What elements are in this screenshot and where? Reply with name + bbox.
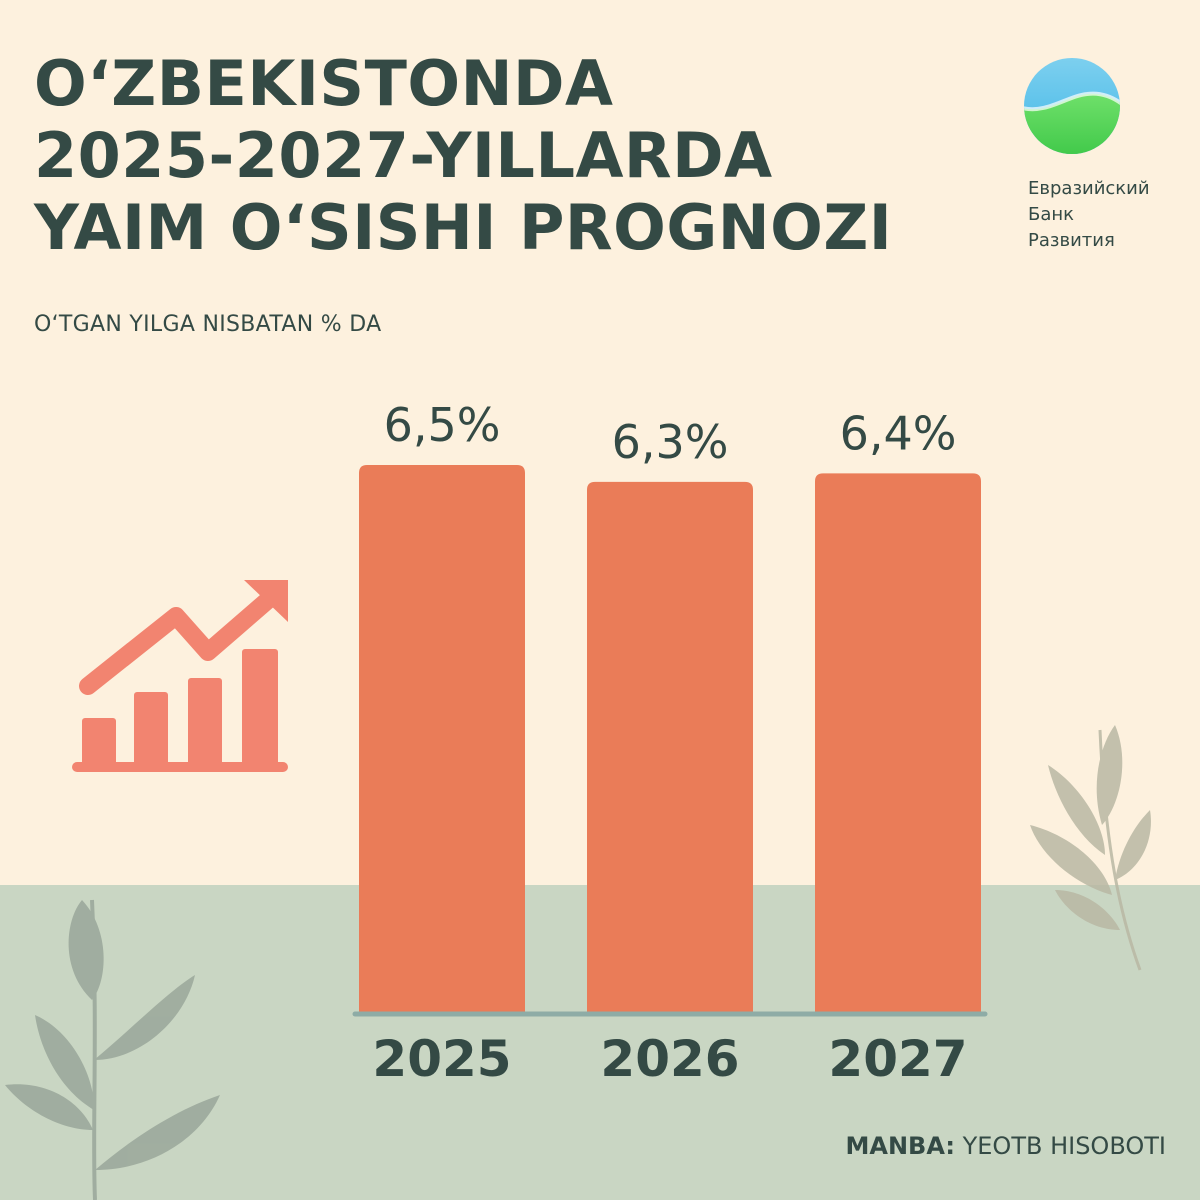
source-note: MANBA: YEOTB HISOBOTI xyxy=(846,1132,1166,1160)
data-label: 6,3% xyxy=(612,415,729,469)
logo-mark-icon xyxy=(1024,58,1120,154)
data-label: 6,4% xyxy=(840,406,957,460)
title-line: YAIM O‘SISHI PROGNOZI xyxy=(34,191,893,264)
bar xyxy=(815,473,981,1012)
x-tick-label: 2025 xyxy=(372,1030,511,1088)
logo-text: Евразийский Банк Развития xyxy=(1028,176,1150,254)
source-value: YEOTB HISOBOTI xyxy=(954,1132,1166,1160)
leaf-branch-icon xyxy=(5,899,220,1200)
source-label: MANBA: xyxy=(845,1132,955,1160)
title-line: 2025-2027-YILLARDA xyxy=(34,119,773,192)
chart-subtitle: O‘TGAN YILGA NISBATAN % DA xyxy=(34,312,382,337)
growth-chart-icon xyxy=(72,580,288,772)
data-label: 6,5% xyxy=(384,398,501,452)
logo-line: Развития xyxy=(1028,230,1115,251)
bar xyxy=(359,465,525,1012)
x-tick-label: 2026 xyxy=(600,1030,739,1088)
x-tick-label: 2027 xyxy=(828,1030,967,1088)
leaf-branch-icon xyxy=(1030,725,1151,971)
page-title: O‘ZBEKISTONDA 2025-2027-YILLARDA YAIM O‘… xyxy=(34,48,892,264)
logo-line: Банк xyxy=(1028,204,1075,225)
logo-line: Евразийский xyxy=(1028,178,1150,199)
bar xyxy=(587,481,753,1012)
title-line: O‘ZBEKISTONDA xyxy=(34,47,614,120)
